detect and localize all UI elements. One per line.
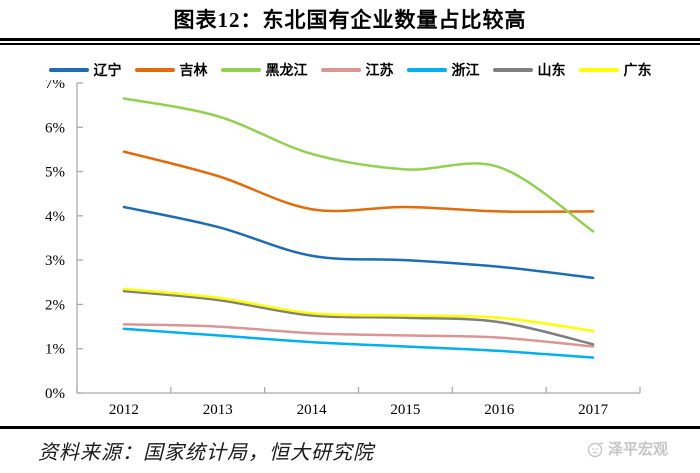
footer-rule: [0, 426, 700, 429]
legend-item-4: 浙江: [406, 60, 480, 80]
legend-swatch-icon: [320, 68, 361, 72]
legend-item-0: 辽宁: [48, 60, 122, 80]
series-line-江苏: [122, 323, 595, 348]
legend-item-6: 广东: [578, 60, 652, 80]
y-tick-label: 7%: [45, 80, 65, 92]
legend-label: 山东: [537, 64, 566, 79]
legend-item-2: 黑龙江: [220, 60, 308, 80]
y-tick-label: 1%: [45, 342, 65, 358]
legend-label: 吉林: [179, 64, 208, 79]
series-line-吉林: [122, 150, 595, 214]
x-tick-label: 2013: [203, 402, 233, 418]
y-tick-label: 2%: [45, 297, 65, 313]
x-tick-label: 2017: [578, 402, 609, 418]
y-tick-label: 4%: [45, 209, 65, 225]
y-tick-label: 0%: [45, 386, 65, 402]
source-note: 资料来源：国家统计局，恒大研究院: [38, 442, 374, 464]
legend-swatch-icon: [492, 68, 533, 72]
series-line-广东: [122, 287, 595, 333]
legend-swatch-icon: [578, 68, 619, 72]
legend-item-5: 山东: [492, 60, 566, 80]
legend-swatch-icon: [406, 68, 447, 72]
y-tick-label: 6%: [45, 120, 65, 136]
series-line-辽宁: [122, 205, 595, 280]
watermark: 泽平宏观: [586, 438, 668, 459]
series-line-黑龙江: [122, 97, 595, 233]
x-tick-label: 2016: [484, 402, 515, 418]
legend-label: 广东: [623, 64, 652, 79]
legend-item-3: 江苏: [320, 60, 394, 80]
legend-swatch-icon: [48, 68, 89, 72]
chart-legend: 辽宁 吉林 黑龙江 江苏 浙江 山东 广东: [0, 60, 700, 80]
x-tick-label: 2014: [297, 402, 328, 418]
x-tick-label: 2015: [390, 402, 420, 418]
legend-swatch-icon: [220, 68, 261, 72]
watermark-label: 泽平宏观: [607, 442, 668, 458]
legend-item-1: 吉林: [134, 60, 208, 80]
x-tick-label: 2012: [109, 402, 139, 418]
legend-label: 浙江: [451, 64, 480, 79]
line-chart-svg: 0% 1% 2% 3% 4% 5% 6% 7% 2012 2013 2014 2015 2016 2017: [45, 80, 641, 418]
legend-swatch-icon: [134, 68, 175, 72]
y-tick-label: 3%: [45, 253, 65, 269]
legend-label: 黑龙江: [265, 64, 308, 79]
zeping-logo-icon: [586, 440, 604, 458]
series-line-山东: [122, 289, 595, 346]
page-title: 图表12：东北国有企业数量占比较高: [173, 8, 527, 32]
y-tick-label: 5%: [45, 165, 65, 181]
legend-label: 江苏: [365, 64, 394, 79]
title-double-rule: [0, 38, 700, 45]
legend-label: 辽宁: [93, 64, 122, 79]
series-line-浙江: [122, 327, 595, 359]
